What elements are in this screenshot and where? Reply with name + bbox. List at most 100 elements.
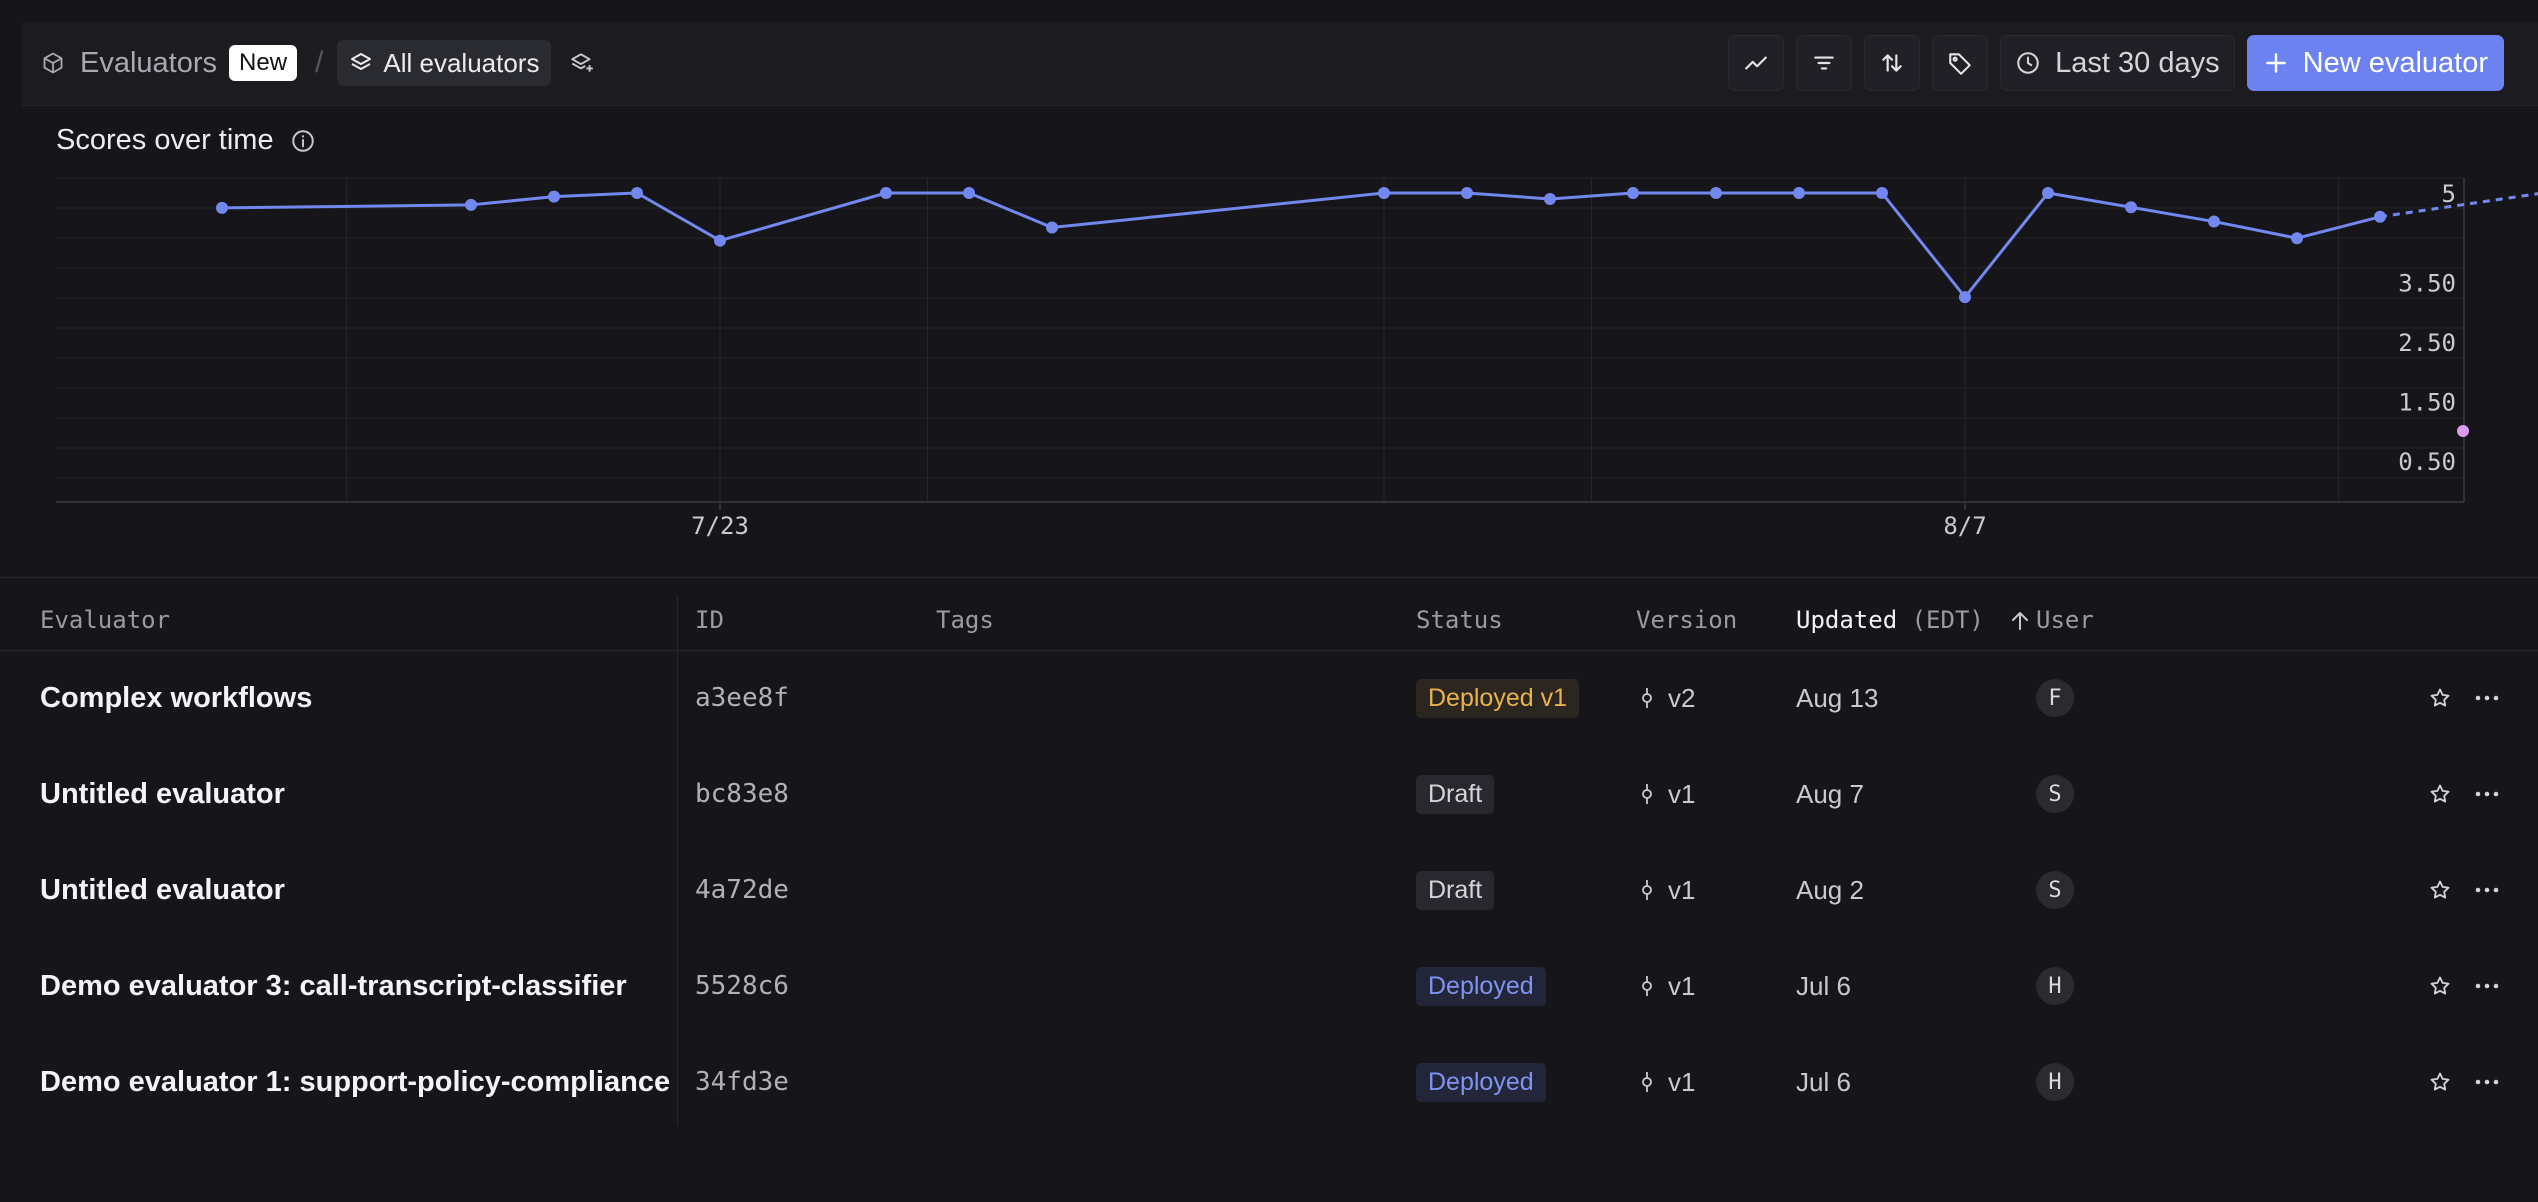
data-point <box>1710 187 1722 199</box>
more-button[interactable] <box>2474 746 2500 842</box>
data-point <box>714 234 726 247</box>
evaluator-name[interactable]: Complex workflows <box>40 681 313 714</box>
series-line <box>221 191 2381 299</box>
star-button[interactable] <box>2428 1034 2452 1130</box>
evaluator-name[interactable]: Untitled evaluator <box>40 777 285 810</box>
version-cell: v2 <box>1638 650 1695 746</box>
chart-title-text: Scores over time <box>56 124 274 156</box>
data-point <box>1461 187 1473 199</box>
more-button[interactable] <box>2474 842 2500 938</box>
new-evaluator-label: New evaluator <box>2302 46 2488 79</box>
data-point <box>548 190 560 203</box>
evaluator-name[interactable]: Demo evaluator 3: call-transcript-classi… <box>40 969 627 1002</box>
table-row[interactable]: Complex workflows a3ee8f Deployed v1 v2 … <box>0 650 2538 746</box>
y-tick-label: 2.50 <box>2398 329 2456 357</box>
evaluator-name[interactable]: Demo evaluator 1: support-policy-complia… <box>40 1065 671 1098</box>
evaluator-name[interactable]: Untitled evaluator <box>40 873 285 906</box>
data-point <box>1046 221 1058 234</box>
commit-icon <box>1642 976 1652 996</box>
more-button[interactable] <box>2474 650 2500 746</box>
new-evaluator-button[interactable]: New evaluator <box>2246 35 2504 91</box>
sort-icon <box>1882 54 1902 72</box>
data-point <box>1378 187 1390 199</box>
user-cell: S <box>2036 842 2074 938</box>
date-range-label: Last 30 days <box>2055 46 2220 79</box>
star-button[interactable] <box>2428 842 2452 938</box>
data-point <box>2125 201 2137 214</box>
user-cell: H <box>2036 1034 2074 1130</box>
layers-icon <box>351 53 372 70</box>
version-cell: v1 <box>1638 1034 1695 1130</box>
y-tick-label: 3.50 <box>2398 269 2456 297</box>
breadcrumb-evaluators[interactable]: Evaluators <box>80 46 218 79</box>
chart-title: Scores over time <box>56 124 316 157</box>
star-icon <box>2430 976 2450 995</box>
all-evaluators-view-button[interactable]: All evaluators <box>337 40 552 86</box>
more-icon <box>2475 1079 2499 1085</box>
status-cell: Deployed <box>1416 1034 1546 1130</box>
sort-button[interactable] <box>1864 35 1921 91</box>
x-tick-label: 7/23 <box>691 512 749 540</box>
data-point <box>1959 291 1971 304</box>
star-button[interactable] <box>2428 938 2452 1034</box>
status-badge: Draft <box>1416 870 1495 910</box>
column-tags[interactable]: Tags <box>936 606 994 634</box>
column-user[interactable]: User <box>2036 606 2094 634</box>
table-row[interactable]: Demo evaluator 1: support-policy-complia… <box>0 1034 2538 1130</box>
column-evaluator[interactable]: Evaluator <box>40 606 171 634</box>
updated-date: Aug 2 <box>1796 874 1864 905</box>
header-divider <box>0 650 2538 651</box>
filter-button[interactable] <box>1796 35 1853 91</box>
filter-icon <box>1814 56 1834 70</box>
data-point <box>631 187 643 199</box>
commit-icon <box>1642 1072 1652 1092</box>
layers-plus-icon[interactable] <box>569 50 595 76</box>
star-button[interactable] <box>2428 650 2452 746</box>
more-icon <box>2475 887 2499 893</box>
version-cell: v1 <box>1638 746 1695 842</box>
y-tick-label: 1.50 <box>2398 388 2456 416</box>
y-tick-label: 0.50 <box>2398 448 2456 476</box>
outlier-point <box>2457 425 2469 437</box>
chart-table-divider <box>0 577 2538 578</box>
status-badge: Deployed <box>1416 966 1546 1006</box>
data-point <box>963 187 975 199</box>
table-header: Evaluator ID Tags Status Version Updated… <box>0 578 2538 650</box>
evaluator-id: bc83e8 <box>695 779 789 809</box>
table-row[interactable]: Untitled evaluator 4a72de Draft v1 Aug 2… <box>0 842 2538 938</box>
table-row[interactable]: Untitled evaluator bc83e8 Draft v1 Aug 7… <box>0 746 2538 842</box>
status-cell: Deployed <box>1416 938 1546 1034</box>
data-point <box>2042 187 2054 199</box>
more-button[interactable] <box>2474 1034 2500 1130</box>
avatar: F <box>2036 679 2074 717</box>
updated-date: Jul 6 <box>1796 1066 1851 1097</box>
updated-date: Jul 6 <box>1796 970 1851 1001</box>
data-point <box>1793 187 1805 199</box>
plus-icon <box>2265 53 2286 73</box>
table-row[interactable]: Demo evaluator 3: call-transcript-classi… <box>0 938 2538 1034</box>
column-version[interactable]: Version <box>1636 606 1738 634</box>
date-range-button[interactable]: Last 30 days <box>2000 35 2235 91</box>
star-button[interactable] <box>2428 746 2452 842</box>
version-label: v1 <box>1668 874 1696 905</box>
tags-button[interactable] <box>1932 35 1989 91</box>
column-updated-label: Updated <box>1796 606 1898 634</box>
avatar: S <box>2036 871 2074 909</box>
sort-ascending-icon <box>2012 612 2029 630</box>
commit-icon <box>1642 880 1652 900</box>
status-badge: Deployed v1 <box>1416 678 1579 718</box>
column-status[interactable]: Status <box>1416 606 1503 634</box>
more-icon <box>2475 983 2499 989</box>
scores-chart: 5 3.50 2.50 1.50 0.50 7/23 8/7 <box>56 177 2538 540</box>
column-id[interactable]: ID <box>695 606 724 634</box>
data-point <box>2291 232 2303 245</box>
info-icon[interactable] <box>290 128 316 154</box>
status-badge: Deployed <box>1416 1062 1546 1102</box>
new-badge: New <box>229 45 298 81</box>
column-updated[interactable]: Updated (EDT) <box>1796 606 2032 634</box>
more-button[interactable] <box>2474 938 2500 1034</box>
all-evaluators-label: All evaluators <box>383 47 540 78</box>
chart-toggle-button[interactable] <box>1728 35 1785 91</box>
line-chart-icon <box>1745 56 1768 70</box>
data-point <box>465 198 477 211</box>
